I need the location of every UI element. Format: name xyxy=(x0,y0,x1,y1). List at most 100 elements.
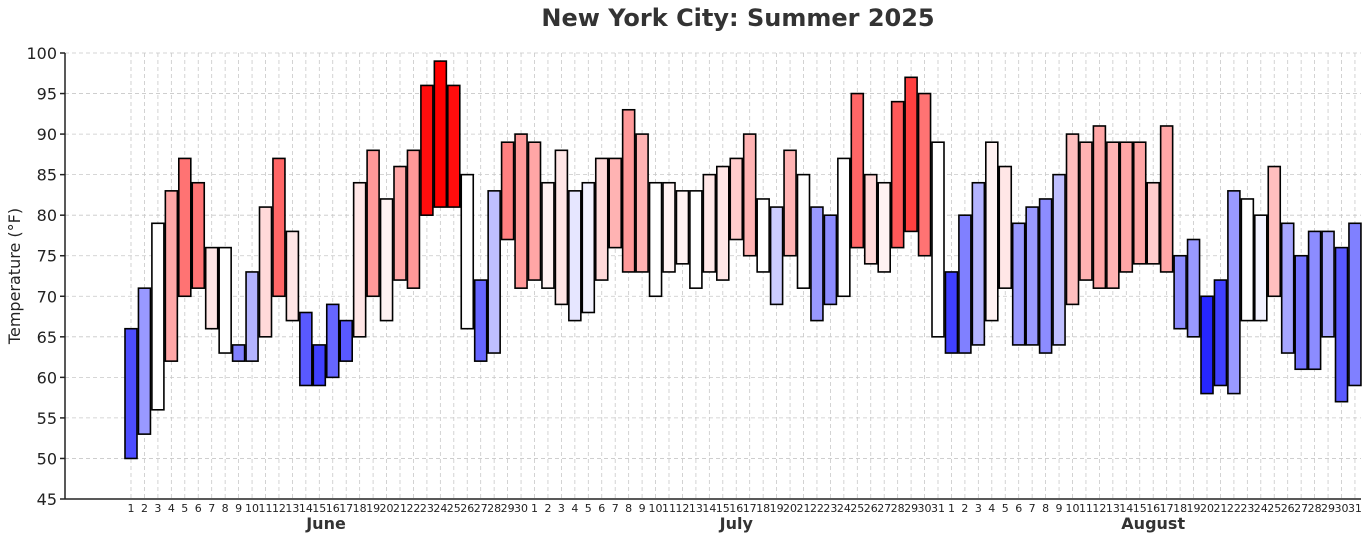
day-tick-label: 18 xyxy=(353,502,367,515)
bar-august-2 xyxy=(958,214,972,354)
bar-july-9 xyxy=(635,133,649,273)
day-tick-label: 30 xyxy=(1335,502,1349,515)
day-tick-label: 27 xyxy=(1294,502,1308,515)
day-tick-label: 6 xyxy=(598,502,605,515)
bar-august-16 xyxy=(1146,181,1160,265)
day-tick-label: 28 xyxy=(1308,502,1322,515)
bar-july-2 xyxy=(541,181,555,289)
bar-july-7 xyxy=(608,157,623,249)
bar-june-25 xyxy=(446,84,461,208)
bar-august-27 xyxy=(1294,254,1308,371)
day-tick-label: 4 xyxy=(168,502,175,515)
bar-july-29 xyxy=(904,76,918,233)
day-tick-label: 30 xyxy=(514,502,528,515)
bar-june-15 xyxy=(312,344,327,387)
day-tick-label: 19 xyxy=(1187,502,1201,515)
day-tick-label: 20 xyxy=(783,502,797,515)
bar-june-29 xyxy=(500,141,515,241)
bar-june-9 xyxy=(231,344,246,362)
day-tick-label: 14 xyxy=(1119,502,1133,515)
day-tick-label: 21 xyxy=(1213,502,1227,515)
bar-june-4 xyxy=(164,190,179,362)
bar-july-28 xyxy=(890,100,905,249)
day-tick-label: 10 xyxy=(649,502,663,515)
y-tick-label: 55 xyxy=(37,409,57,428)
bar-august-1 xyxy=(944,271,959,354)
bar-august-3 xyxy=(971,181,986,346)
bar-august-20 xyxy=(1200,295,1214,395)
day-tick-label: 3 xyxy=(154,502,161,515)
day-tick-label: 7 xyxy=(612,502,619,515)
temperature-bars xyxy=(124,60,1362,460)
bar-july-21 xyxy=(796,173,811,289)
day-tick-label: 8 xyxy=(625,502,632,515)
bar-july-23 xyxy=(823,214,838,306)
y-tick-label: 45 xyxy=(37,490,57,509)
bar-august-5 xyxy=(998,165,1013,289)
bar-june-5 xyxy=(178,157,192,298)
y-tick-label: 50 xyxy=(37,449,57,468)
month-label: July xyxy=(719,514,754,533)
bar-august-14 xyxy=(1119,141,1134,273)
axes xyxy=(60,52,1361,500)
day-tick-label: 17 xyxy=(743,502,757,515)
day-tick-label: 1 xyxy=(531,502,538,515)
day-tick-label: 11 xyxy=(662,502,676,515)
chart-title: New York City: Summer 2025 xyxy=(541,4,934,32)
day-tick-label: 16 xyxy=(326,502,340,515)
day-tick-label: 23 xyxy=(420,502,434,515)
bar-july-17 xyxy=(742,133,757,257)
day-tick-label: 24 xyxy=(433,502,447,515)
day-tick-label: 3 xyxy=(975,502,982,515)
day-tick-label: 17 xyxy=(339,502,353,515)
day-tick-label: 2 xyxy=(141,502,148,515)
bar-june-18 xyxy=(352,181,367,338)
bar-august-23 xyxy=(1240,198,1255,322)
bar-june-17 xyxy=(339,319,354,362)
bar-june-13 xyxy=(285,230,300,322)
bar-june-30 xyxy=(514,133,528,289)
day-tick-label: 23 xyxy=(1240,502,1254,515)
bar-june-23 xyxy=(420,84,434,216)
bar-june-3 xyxy=(151,222,165,411)
day-tick-label: 16 xyxy=(729,502,743,515)
day-tick-label: 12 xyxy=(675,502,689,515)
bar-june-2 xyxy=(137,287,152,435)
day-tick-label: 5 xyxy=(181,502,188,515)
day-tick-label: 1 xyxy=(128,502,135,515)
y-axis-label: Temperature (°F) xyxy=(5,208,24,345)
day-tick-label: 16 xyxy=(1146,502,1160,515)
day-tick-label: 29 xyxy=(501,502,515,515)
bar-june-12 xyxy=(272,157,286,298)
bar-august-18 xyxy=(1173,254,1187,330)
day-tick-label: 15 xyxy=(1133,502,1147,515)
day-tick-label: 29 xyxy=(904,502,918,515)
day-tick-label: 19 xyxy=(770,502,784,515)
bar-july-11 xyxy=(662,181,676,273)
bar-july-3 xyxy=(554,149,569,306)
day-tick-label: 23 xyxy=(823,502,837,515)
bar-august-31 xyxy=(1348,222,1362,387)
bar-august-28 xyxy=(1307,230,1322,371)
bar-august-9 xyxy=(1052,173,1066,346)
day-tick-label: 18 xyxy=(756,502,770,515)
day-tick-label: 5 xyxy=(585,502,592,515)
bar-june-21 xyxy=(393,165,407,281)
bar-june-20 xyxy=(379,198,394,322)
y-tick-label: 90 xyxy=(37,125,57,144)
day-tick-label: 2 xyxy=(544,502,551,515)
month-label: August xyxy=(1121,514,1185,533)
day-tick-label: 28 xyxy=(487,502,501,515)
y-tick-label: 65 xyxy=(37,328,57,347)
day-tick-label: 22 xyxy=(406,502,420,515)
bar-july-14 xyxy=(702,173,717,273)
day-tick-label: 30 xyxy=(918,502,932,515)
bar-july-16 xyxy=(729,157,744,241)
day-tick-label: 28 xyxy=(891,502,905,515)
day-tick-label: 3 xyxy=(558,502,565,515)
y-tick-label: 70 xyxy=(37,287,57,306)
bar-august-8 xyxy=(1038,198,1053,354)
bar-july-1 xyxy=(527,141,542,281)
